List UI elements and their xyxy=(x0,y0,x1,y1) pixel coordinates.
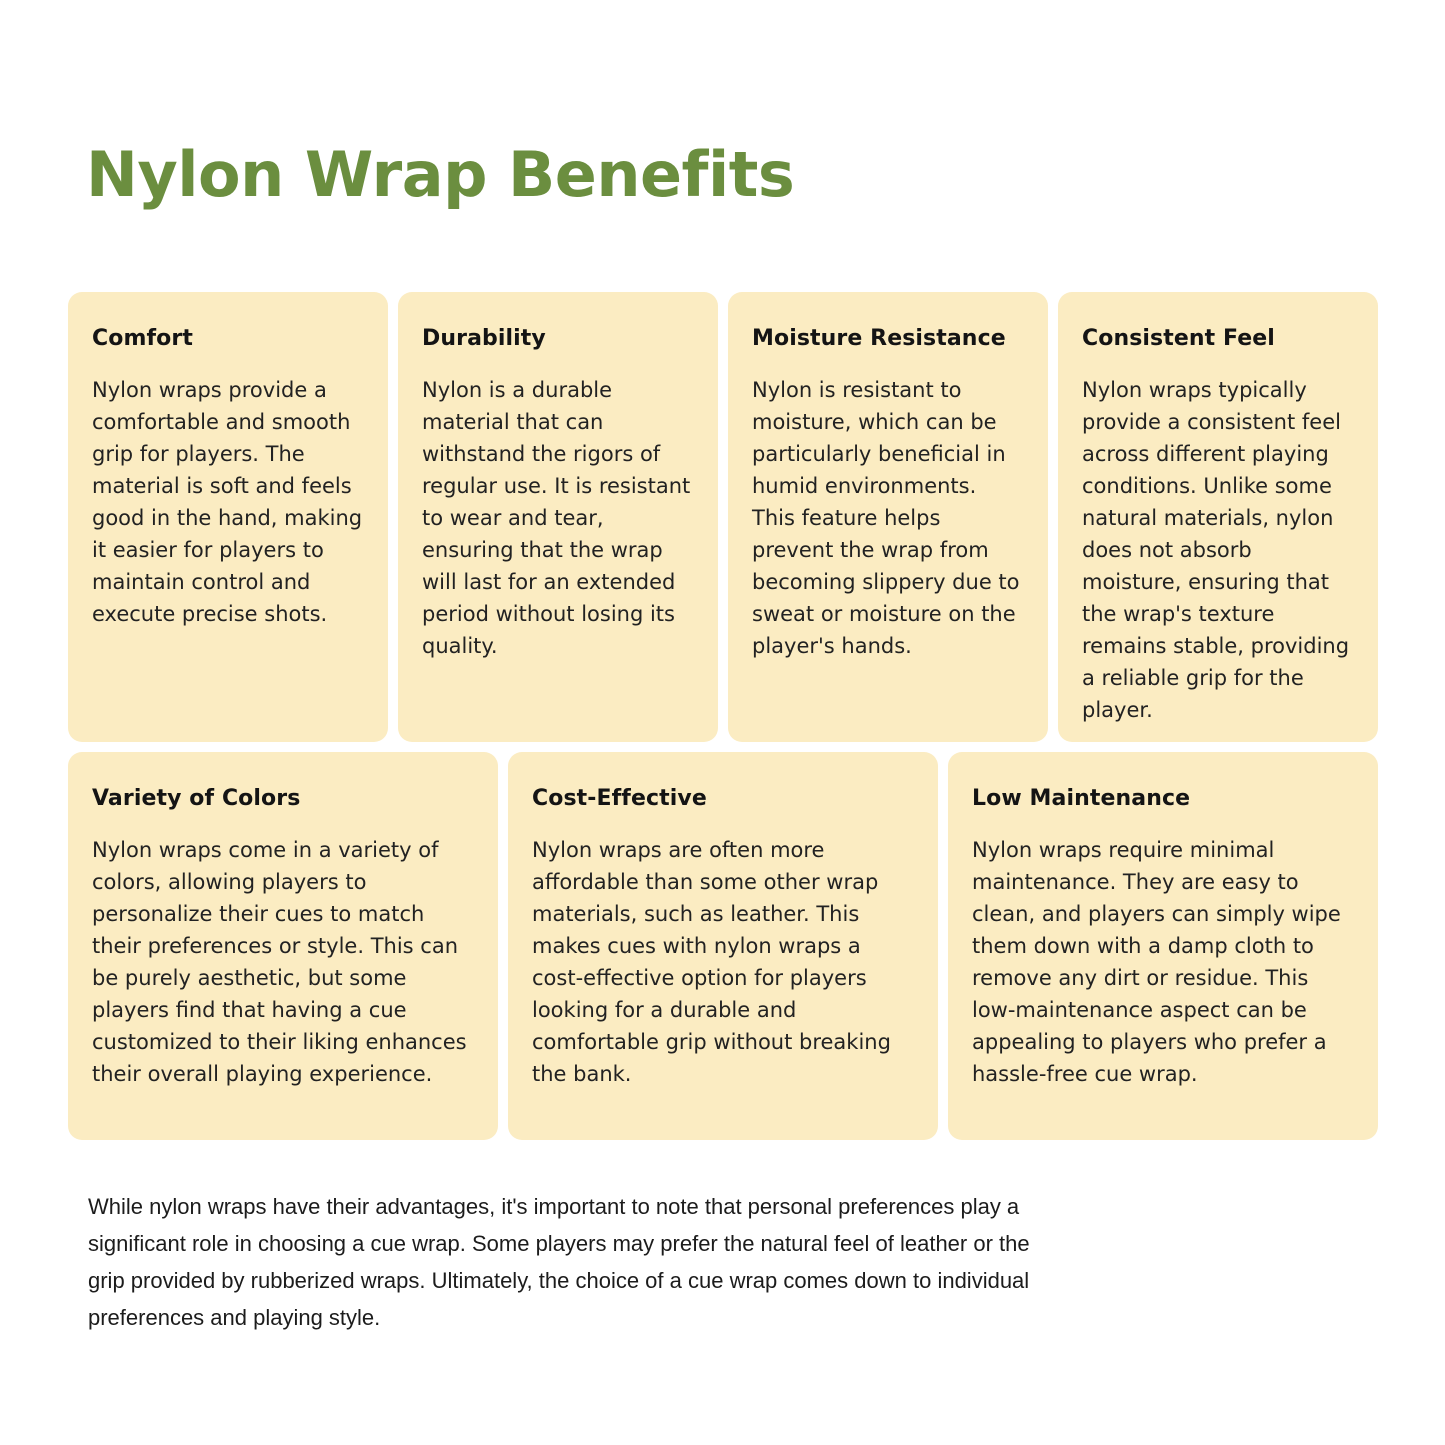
benefit-card-durability: Durability Nylon is a durable material t… xyxy=(398,292,718,742)
benefit-card-low-maintenance: Low Maintenance Nylon wraps require mini… xyxy=(948,752,1378,1140)
benefit-cards-row-1: Comfort Nylon wraps provide a comfortabl… xyxy=(68,292,1378,742)
page-title: Nylon Wrap Benefits xyxy=(86,138,795,211)
benefit-card-comfort: Comfort Nylon wraps provide a comfortabl… xyxy=(68,292,388,742)
benefit-cards-row-2: Variety of Colors Nylon wraps come in a … xyxy=(68,752,1378,1140)
benefit-card-body: Nylon is a durable material that can wit… xyxy=(422,378,691,659)
benefit-card-body: Nylon wraps require minimal maintenance.… xyxy=(972,838,1341,1087)
benefit-card-title: Comfort xyxy=(92,326,193,351)
benefit-card-cost-effective: Cost-Effective Nylon wraps are often mor… xyxy=(508,752,938,1140)
benefit-card-title: Durability xyxy=(422,326,546,351)
footer-note: While nylon wraps have their advantages,… xyxy=(88,1194,1030,1330)
benefit-card-consistent-feel: Consistent Feel Nylon wraps typically pr… xyxy=(1058,292,1378,742)
benefit-card-title: Cost-Effective xyxy=(532,786,707,811)
benefit-card-body: Nylon wraps come in a variety of colors,… xyxy=(92,838,467,1087)
benefit-card-variety-of-colors: Variety of Colors Nylon wraps come in a … xyxy=(68,752,498,1140)
benefit-card-body: Nylon wraps provide a comfortable and sm… xyxy=(92,378,363,627)
benefit-cards-grid: Comfort Nylon wraps provide a comfortabl… xyxy=(68,292,1378,1140)
benefit-card-moisture-resistance: Moisture Resistance Nylon is resistant t… xyxy=(728,292,1048,742)
benefit-card-body: Nylon wraps typically provide a consiste… xyxy=(1082,378,1350,723)
benefit-card-title: Consistent Feel xyxy=(1082,326,1275,351)
benefit-card-title: Low Maintenance xyxy=(972,786,1191,811)
benefit-card-title: Moisture Resistance xyxy=(752,326,1006,351)
benefit-card-title: Variety of Colors xyxy=(92,786,301,811)
benefit-card-body: Nylon wraps are often more affordable th… xyxy=(532,838,891,1087)
benefit-card-body: Nylon is resistant to moisture, which ca… xyxy=(752,378,1020,659)
